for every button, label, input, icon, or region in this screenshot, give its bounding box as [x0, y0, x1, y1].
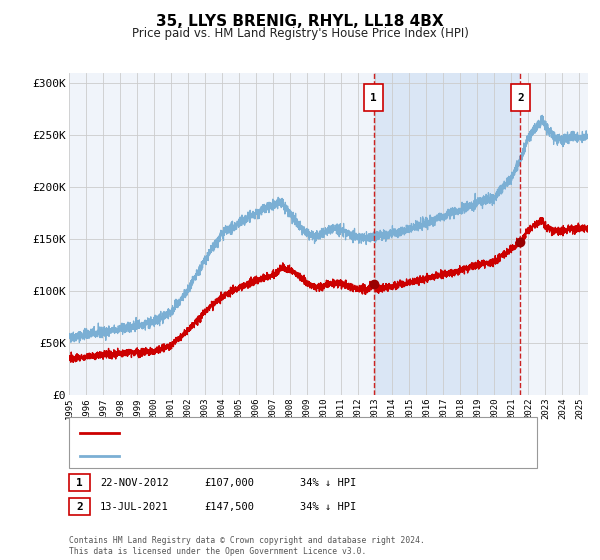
Text: £107,000: £107,000	[204, 478, 254, 488]
Text: 35, LLYS BRENIG, RHYL, LL18 4BX (detached house): 35, LLYS BRENIG, RHYL, LL18 4BX (detache…	[125, 428, 407, 438]
Text: 34% ↓ HPI: 34% ↓ HPI	[300, 478, 356, 488]
Text: Price paid vs. HM Land Registry's House Price Index (HPI): Price paid vs. HM Land Registry's House …	[131, 27, 469, 40]
Text: 1: 1	[370, 93, 377, 102]
FancyBboxPatch shape	[364, 84, 383, 111]
Text: 2: 2	[76, 502, 83, 512]
Text: 35, LLYS BRENIG, RHYL, LL18 4BX: 35, LLYS BRENIG, RHYL, LL18 4BX	[156, 14, 444, 29]
Bar	[374, 73, 520, 395]
Text: 34% ↓ HPI: 34% ↓ HPI	[300, 502, 356, 512]
Text: HPI: Average price, detached house, Denbighshire: HPI: Average price, detached house, Denb…	[125, 451, 407, 461]
Text: 1: 1	[76, 478, 83, 488]
Text: Contains HM Land Registry data © Crown copyright and database right 2024.
This d: Contains HM Land Registry data © Crown c…	[69, 536, 425, 556]
Text: 2: 2	[517, 93, 524, 102]
FancyBboxPatch shape	[511, 84, 530, 111]
Text: £147,500: £147,500	[204, 502, 254, 512]
Text: 22-NOV-2012: 22-NOV-2012	[100, 478, 169, 488]
Text: 13-JUL-2021: 13-JUL-2021	[100, 502, 169, 512]
